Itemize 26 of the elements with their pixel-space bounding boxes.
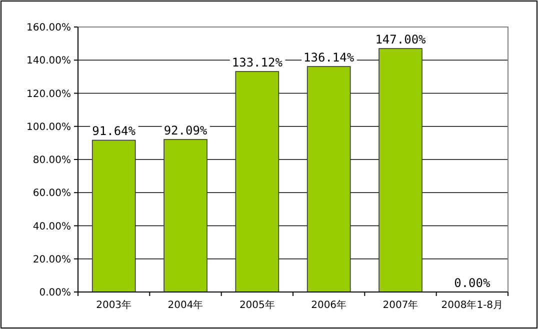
x-tick-label: 2006年 (311, 299, 347, 311)
x-tick-label: 2005年 (239, 299, 275, 311)
data-label: 147.00% (375, 32, 427, 47)
bar (164, 139, 208, 292)
bar (306, 66, 351, 292)
x-tick-label: 2003年 (96, 299, 132, 311)
y-tick-label: 100.00% (26, 122, 71, 133)
data-label: 136.14% (304, 50, 355, 65)
x-tick-label: 2008年1-8月 (441, 299, 504, 311)
data-label: 0.00% (454, 276, 492, 290)
x-tick-label: 2007年 (382, 299, 418, 311)
y-tick-label: 0.00% (39, 288, 71, 298)
data-label: 133.12% (232, 56, 284, 70)
y-tick-label: 140.00% (26, 56, 71, 67)
y-tick-label: 60.00% (32, 188, 71, 200)
data-label: 91.64% (92, 124, 136, 138)
y-tick-label: 160.00% (26, 22, 71, 34)
y-tick-label: 120.00% (26, 88, 71, 100)
bar (378, 48, 422, 292)
bar (92, 140, 136, 292)
bar (235, 71, 280, 292)
data-label: 92.09% (164, 123, 208, 138)
y-tick-label: 40.00% (32, 221, 71, 232)
x-tick-label: 2004年 (168, 299, 204, 311)
y-tick-label: 80.00% (32, 155, 71, 166)
y-tick-label: 20.00% (32, 254, 71, 266)
